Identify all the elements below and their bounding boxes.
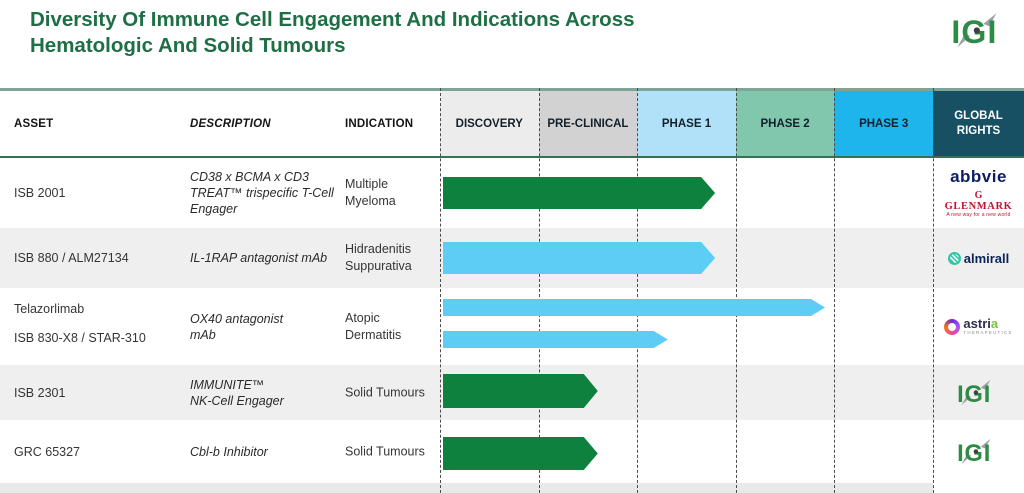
progress-arrow xyxy=(443,177,715,209)
phase-header-discovery: DISCOVERY xyxy=(440,91,539,156)
column-header-description: DESCRIPTION xyxy=(190,117,271,130)
astria-wordmark: astria THERAPEUTICS xyxy=(963,317,1012,336)
igi-logo-arrow-up-icon xyxy=(980,379,990,389)
igi-logo-text: IGI xyxy=(951,14,997,50)
column-header-asset: ASSET xyxy=(14,117,54,130)
asset-name-line2: ISB 830-X8 / STAR-310 xyxy=(14,331,146,345)
phase-header-phase1: PHASE 1 xyxy=(637,91,736,156)
asset-description: CD38 x BCMA x CD3 TREAT™ trispecific T-C… xyxy=(190,170,334,216)
igi-logo-arrow-down-icon xyxy=(961,454,971,464)
igi-logo-dot-icon xyxy=(973,448,978,454)
astria-subtext: THERAPEUTICS xyxy=(963,330,1013,336)
glenmark-wordmark: GLENMARK xyxy=(944,201,1013,213)
global-rights-cell: abbvie G GLENMARK A new way for a new wo… xyxy=(933,158,1024,228)
igi-logo-arrow-up-icon xyxy=(980,438,990,448)
table-header-row: ASSET DESCRIPTION INDICATION DISCOVERY P… xyxy=(0,88,1024,158)
astria-name: astria xyxy=(963,317,1012,330)
phase-track xyxy=(440,288,933,365)
table-row-grc65327: GRC 65327 Cbl-b Inhibitor Solid Tumours … xyxy=(0,420,1024,483)
abbvie-logo: abbvie xyxy=(950,167,1007,187)
igi-logo-text: IGI xyxy=(957,440,991,465)
table-row-telazorlimab: Telazorlimab ISB 830-X8 / STAR-310 OX40 … xyxy=(0,288,1024,365)
asset-name-line1: Telazorlimab xyxy=(14,302,85,316)
table-row-isb2001: ISB 2001 CD38 x BCMA x CD3 TREAT™ trispe… xyxy=(0,158,1024,228)
astria-logo: astria THERAPEUTICS xyxy=(944,317,1012,336)
igi-logo-arrow-down-icon xyxy=(957,34,971,48)
asset-name: ISB 2301 xyxy=(14,385,66,400)
global-rights-cell: IGI xyxy=(933,365,1024,420)
glenmark-logo: G GLENMARK A new way for a new world xyxy=(945,190,1013,218)
phase-header-preclinical: PRE-CLINICAL xyxy=(538,91,638,156)
phase-track xyxy=(440,158,933,228)
asset-description: IL-1RAP antagonist mAb xyxy=(190,251,328,265)
almirall-logo: almirall xyxy=(947,250,1010,266)
igi-logo-dot-icon xyxy=(973,27,980,34)
progress-arrow xyxy=(443,299,825,316)
asset-indication: Atopic Dermatitis xyxy=(345,310,402,342)
asset-description: IMMUNITE™ NK-Cell Engager xyxy=(190,377,284,408)
asset-name: Telazorlimab ISB 830-X8 / STAR-310 xyxy=(14,302,184,345)
igi-logo: IGI xyxy=(957,379,991,407)
asset-name: GRC 65327 xyxy=(14,444,81,459)
asset-indication: Solid Tumours xyxy=(345,385,425,399)
asset-indication: Multiple Myeloma xyxy=(345,177,396,208)
glenmark-tagline: A new way for a new world xyxy=(946,212,1011,219)
column-header-indication: INDICATION xyxy=(345,117,414,130)
phase-track xyxy=(440,228,933,288)
igi-logo-dot-icon xyxy=(973,389,978,395)
astria-ring-icon xyxy=(944,318,961,335)
progress-arrow xyxy=(443,437,598,470)
igi-logo-text: IGI xyxy=(957,381,991,406)
title-line2: Hematologic And Solid Tumours xyxy=(30,34,346,57)
global-rights-cell: IGI xyxy=(933,420,1024,483)
title-line1: Diversity Of Immune Cell Engagement And … xyxy=(30,8,635,31)
phase-header-phase3: PHASE 3 xyxy=(834,91,933,156)
bottom-strip xyxy=(0,483,933,493)
table-row-isb2301: ISB 2301 IMMUNITE™ NK-Cell Engager Solid… xyxy=(0,365,1024,420)
progress-arrow xyxy=(443,374,598,408)
asset-indication: Solid Tumours xyxy=(345,444,425,458)
progress-arrow xyxy=(443,331,668,348)
global-rights-cell: astria THERAPEUTICS xyxy=(933,288,1024,365)
igi-logo-arrow-up-icon xyxy=(983,13,997,27)
igi-logo: IGI xyxy=(957,438,991,466)
astria-name-main: astri xyxy=(963,316,991,332)
asset-indication: Hidradenitis Suppurativa xyxy=(345,242,412,273)
igi-logo-arrow-down-icon xyxy=(961,395,971,405)
table-row-isb880: ISB 880 / ALM27134 IL-1RAP antagonist mA… xyxy=(0,228,1024,288)
asset-name: ISB 2001 xyxy=(14,186,66,200)
global-rights-cell: almirall xyxy=(933,228,1024,288)
almirall-icon xyxy=(947,251,961,265)
astria-name-accent: a xyxy=(990,316,999,332)
progress-arrow xyxy=(443,242,715,274)
almirall-wordmark: almirall xyxy=(963,250,1010,266)
phase-track xyxy=(440,420,933,483)
page-title: Diversity Of Immune Cell Engagement And … xyxy=(30,7,730,59)
phase-header-phase2: PHASE 2 xyxy=(735,91,835,156)
phase-track xyxy=(440,365,933,420)
asset-description: Cbl-b Inhibitor xyxy=(190,444,268,459)
igi-logo: IGI xyxy=(951,13,997,50)
global-rights-header: GLOBAL RIGHTS xyxy=(933,91,1024,156)
asset-name: ISB 880 / ALM27134 xyxy=(14,251,129,265)
glenmark-g-icon: G xyxy=(974,190,983,202)
asset-description: OX40 antagonist mAb xyxy=(190,311,284,342)
